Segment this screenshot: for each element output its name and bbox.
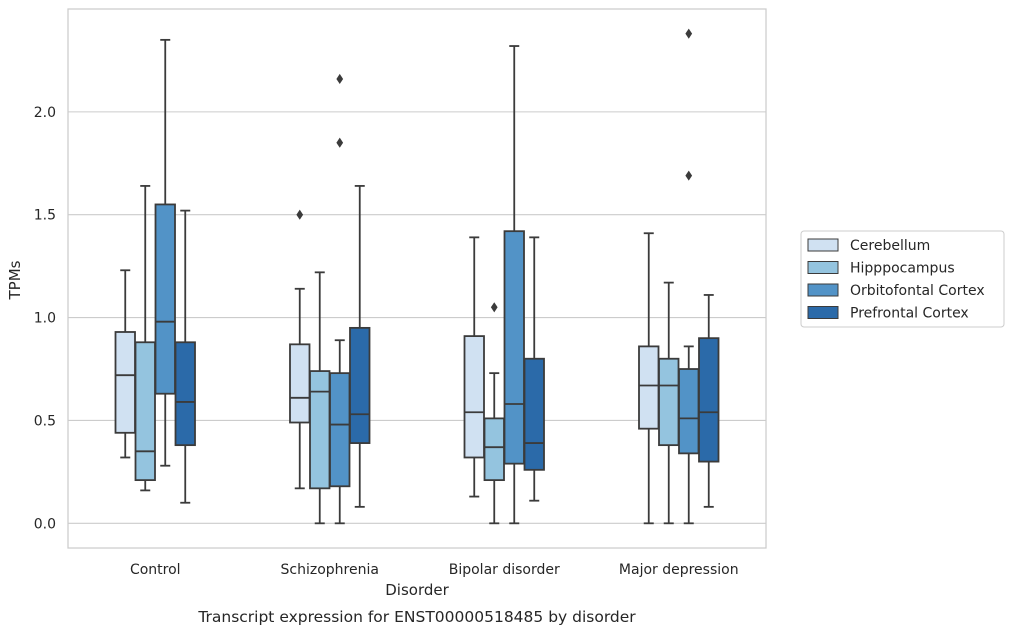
x-axis-ticks: Control Schizophrenia Bipolar disorder Majo… <box>130 562 739 578</box>
legend-label: Orbitofontal Cortex <box>850 283 985 299</box>
box-body <box>174 341 196 447</box>
legend-frame <box>800 230 1005 328</box>
box-body <box>503 230 525 465</box>
box-orbitofontal-cortex <box>154 38 176 467</box>
y-axis-label: TPMs <box>6 260 24 300</box>
box-body <box>309 370 331 490</box>
y-tick-label: 0.0 <box>34 516 56 532</box>
box-prefrontal-cortex <box>349 185 371 508</box>
chart-title: Transcript expression for ENST0000051848… <box>197 608 636 626</box>
y-tick-label: 2.0 <box>34 105 56 121</box>
box-body <box>678 368 700 455</box>
box-body <box>463 335 485 459</box>
y-axis-ticks: 0.0 0.5 1.0 1.5 2.0 <box>34 105 56 532</box>
outlier-point <box>296 209 304 220</box>
y-tick-label: 1.5 <box>34 208 56 224</box>
box-cerebellum <box>638 232 660 525</box>
box-body <box>289 343 311 424</box>
y-tick-label: 0.5 <box>34 413 56 429</box>
legend-label: Cerebellum <box>850 238 930 254</box>
box-cerebellum <box>463 236 485 498</box>
legend-label: Hipppocampus <box>850 261 955 277</box>
box-prefrontal-cortex <box>698 294 720 508</box>
box-body <box>523 357 545 471</box>
x-tick-label: Schizophrenia <box>281 562 379 578</box>
outlier-point <box>685 170 693 181</box>
x-tick-label: Control <box>130 562 181 578</box>
box-hipppocampus <box>658 281 680 525</box>
box-body <box>329 372 351 488</box>
legend-swatch <box>807 306 839 319</box>
x-tick-label: Bipolar disorder <box>449 562 560 578</box>
box-hipppocampus <box>134 185 156 492</box>
box-prefrontal-cortex <box>174 209 196 504</box>
box-body <box>154 203 176 395</box>
y-tick-label: 1.0 <box>34 311 56 327</box>
box-orbitofontal-cortex <box>678 28 700 525</box>
legend: Cerebellum Hipppocampus Orbitofontal Corte… <box>800 230 1005 328</box>
box-body <box>114 331 136 434</box>
box-body <box>349 326 371 444</box>
outlier-point <box>336 137 344 148</box>
legend-swatch <box>807 261 839 274</box>
box-hipppocampus <box>483 302 505 525</box>
box-hipppocampus <box>309 271 331 525</box>
legend-swatch <box>807 283 839 297</box>
box-body <box>638 345 660 430</box>
plot-frame <box>67 8 767 549</box>
outlier-point <box>490 302 498 313</box>
x-tick-label: Major depression <box>619 562 739 578</box>
box-prefrontal-cortex <box>523 236 545 502</box>
box-body <box>658 357 680 447</box>
box-body <box>134 341 156 482</box>
legend-label: Prefrontal Cortex <box>850 306 969 322</box>
box-groups <box>114 28 720 525</box>
box-orbitofontal-cortex <box>503 45 525 525</box>
outlier-point <box>685 28 693 39</box>
box-body <box>698 337 720 463</box>
box-body <box>483 417 505 482</box>
box-orbitofontal-cortex <box>329 73 351 525</box>
box-cerebellum <box>114 269 136 459</box>
outlier-point <box>336 73 344 84</box>
legend-swatch <box>807 238 839 252</box>
box-cerebellum <box>289 209 311 490</box>
x-axis-label: Disorder <box>385 581 449 599</box>
